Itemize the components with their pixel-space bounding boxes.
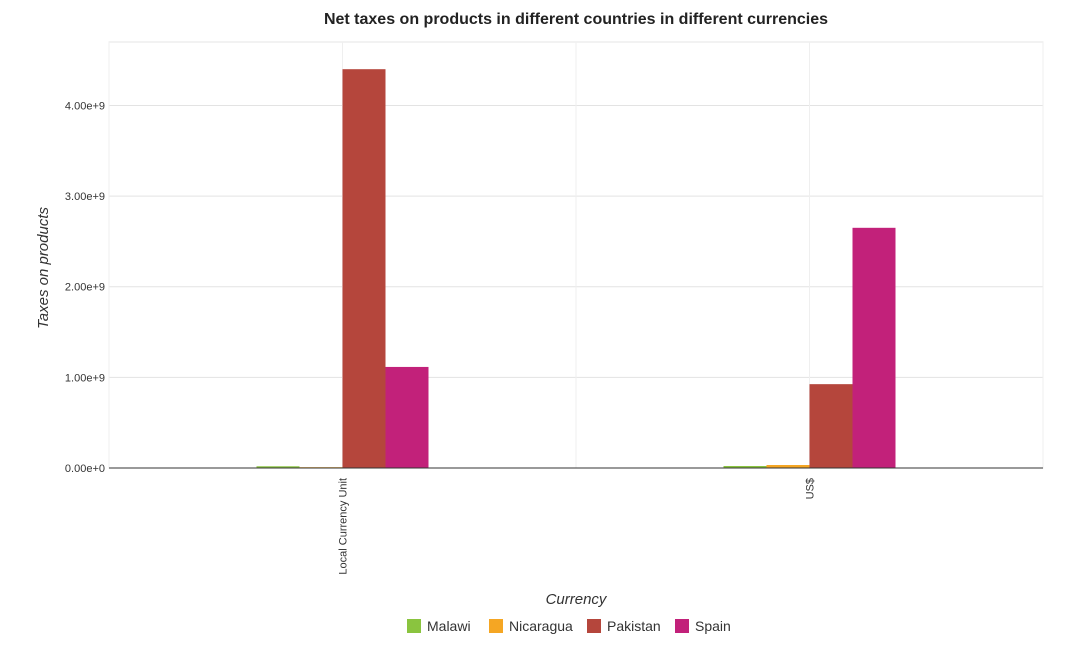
bar-malawi-2 xyxy=(723,466,767,468)
y-tick-label: 3.00e+9 xyxy=(65,191,105,203)
bar-malawi-1 xyxy=(256,466,300,468)
bar-pakistan-2 xyxy=(809,384,853,468)
x-tick-label: Local Currency Unit xyxy=(338,478,350,575)
legend-label-spain: Spain xyxy=(695,618,731,634)
bar-spain-1 xyxy=(385,366,429,468)
y-axis-label: Taxes on products xyxy=(35,206,52,329)
chart-title: Net taxes on products in different count… xyxy=(324,11,828,28)
y-tick-label: 0.00e+0 xyxy=(65,463,105,475)
legend-label-nicaragua: Nicaragua xyxy=(509,618,573,634)
legend-swatch-nicaragua xyxy=(489,619,503,633)
x-axis-label: Currency xyxy=(546,591,608,608)
legend-swatch-pakistan xyxy=(587,619,601,633)
y-tick-label: 1.00e+9 xyxy=(65,372,105,384)
legend-swatch-spain xyxy=(675,619,689,633)
legend-swatch-malawi xyxy=(407,619,421,633)
legend: Malawi Nicaragua Pakistan Spain xyxy=(407,618,731,634)
x-tick-label: US$ xyxy=(805,478,817,499)
plot-area: 0.00e+0 1.00e+9 2.00e+9 3.00e+9 4.00e+9 Local… xyxy=(65,41,1044,575)
legend-label-pakistan: Pakistan xyxy=(607,618,661,634)
bar-spain-2 xyxy=(852,227,896,468)
legend-label-malawi: Malawi xyxy=(427,618,471,634)
y-tick-label: 2.00e+9 xyxy=(65,282,105,294)
bar-nicaragua-2 xyxy=(766,465,810,468)
y-tick-label: 4.00e+9 xyxy=(65,100,105,112)
bar-pakistan-1 xyxy=(342,69,386,468)
